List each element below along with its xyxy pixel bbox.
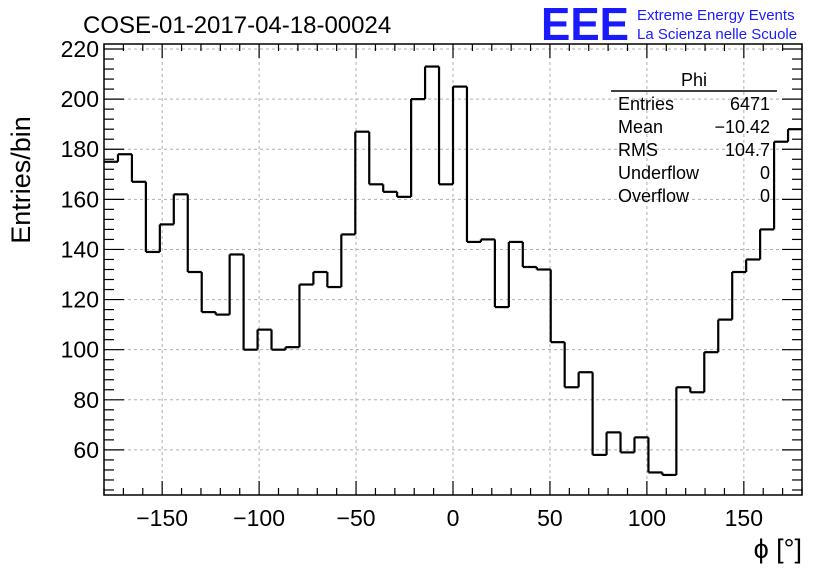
stats-box: Phi Entries 6471 Mean −10.42 RMS 104.7 Underfl… <box>611 70 777 206</box>
y-tick-label: 180 <box>61 136 99 162</box>
eee-logo-line2: La Scienza nelle Scuole <box>637 26 797 43</box>
x-tick-label: −100 <box>233 505 285 531</box>
x-tick-label: −50 <box>337 505 376 531</box>
stats-row-value: −10.42 <box>714 117 770 137</box>
stats-row-value: 0 <box>760 163 770 183</box>
x-tick-label: −150 <box>136 505 188 531</box>
y-tick-label: 120 <box>61 287 99 313</box>
x-tick-label: 0 <box>447 505 460 531</box>
y-tick-label: 80 <box>73 387 99 413</box>
stats-row-label: Mean <box>618 117 663 137</box>
y-tick-label: 140 <box>61 236 99 262</box>
stats-row-label: Overflow <box>618 186 690 206</box>
stats-row-value: 6471 <box>730 94 770 114</box>
stats-row-value: 0 <box>760 186 770 206</box>
y-axis-title: Entries/bin <box>6 116 36 244</box>
stats-row-value: 104.7 <box>725 140 770 160</box>
axis-ticks <box>103 44 803 495</box>
y-tick-label: 60 <box>73 437 99 463</box>
chart-title: COSE-01-2017-04-18-00024 <box>83 12 391 39</box>
x-tick-label: 50 <box>537 505 563 531</box>
histogram-bins <box>104 65 802 477</box>
y-tick-label: 160 <box>61 186 99 212</box>
eee-logo-mark: EEE <box>541 0 629 50</box>
y-tick-label: 220 <box>61 36 99 62</box>
stats-box-name: Phi <box>681 70 707 90</box>
eee-logo-line1: Extreme Energy Events <box>637 7 795 24</box>
stats-row-label: Entries <box>618 94 674 114</box>
stats-row-label: Underflow <box>618 163 700 183</box>
x-tick-label: 100 <box>628 505 666 531</box>
y-tick-label: 200 <box>61 86 99 112</box>
y-tick-label: 100 <box>61 337 99 363</box>
x-axis-title: ϕ [°] <box>754 534 802 564</box>
x-tick-label: 150 <box>725 505 763 531</box>
tick-labels: −150 −100 −50 0 50 100 150 60 80 100 120 140 160 180 2… <box>61 36 763 531</box>
stats-row-label: RMS <box>618 140 658 160</box>
eee-logo: EEE Extreme Energy Events La Scienza nel… <box>541 0 797 50</box>
